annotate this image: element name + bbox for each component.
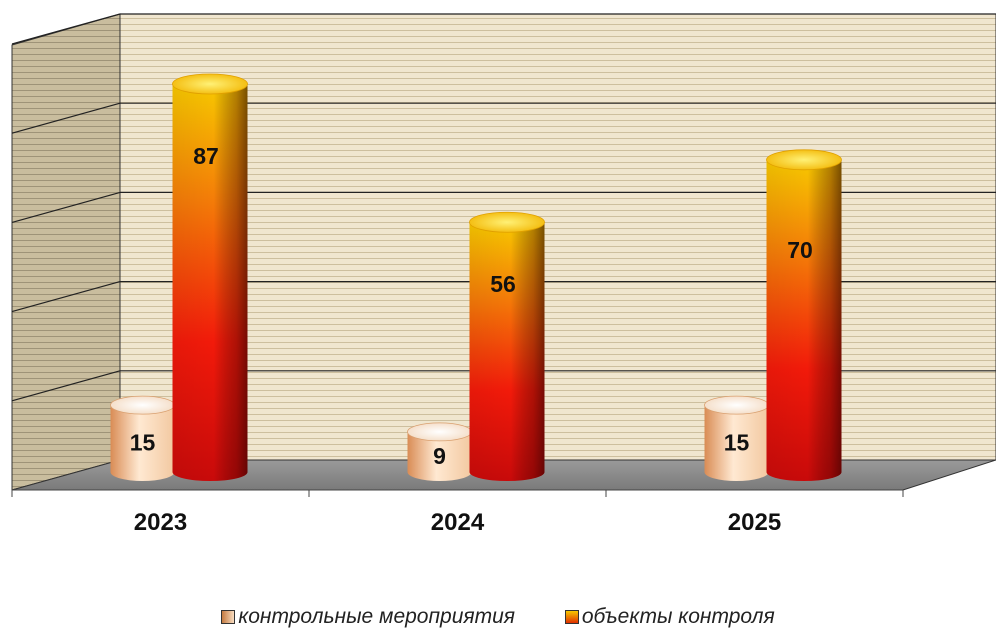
legend: контрольные мероприятия объекты контроля [0,605,996,630]
gridline-side [11,370,121,402]
legend-item-series-2: объекты контроля [564,605,775,629]
data-label: 56 [490,271,516,297]
bar-series-2 [172,73,248,482]
legend-swatch-series-2 [564,610,579,624]
legend-label-series-1: контрольные мероприятия [238,605,515,628]
side-wall [11,13,121,491]
x-axis-ticks: 2023 2024 2025 [11,490,904,536]
gridline-side [11,191,121,223]
data-labels: 15 87 9 56 15 70 [130,143,813,469]
bars [110,73,842,482]
gridlines [11,13,996,402]
x-tick-label: 2023 [134,509,187,536]
bar-series-1 [407,422,472,482]
gridline-side [11,13,121,45]
legend-label-series-2: объекты контроля [581,605,775,628]
data-label: 15 [724,430,750,456]
data-label: 15 [130,430,156,456]
bar-series-1 [704,395,769,482]
gridline-side [11,281,121,313]
bar-series-2 [766,149,842,482]
bar-series-2 [469,211,545,482]
data-label: 87 [193,143,219,169]
data-label: 9 [433,443,446,469]
x-tick-label: 2024 [431,509,485,536]
data-label: 70 [787,237,813,263]
bar-series-1 [110,395,175,482]
legend-item-series-1: контрольные мероприятия [221,605,515,629]
back-wall [119,13,996,461]
x-tick-label: 2025 [728,509,781,536]
gridline-side [11,102,121,134]
legend-swatch-series-1 [221,610,236,624]
